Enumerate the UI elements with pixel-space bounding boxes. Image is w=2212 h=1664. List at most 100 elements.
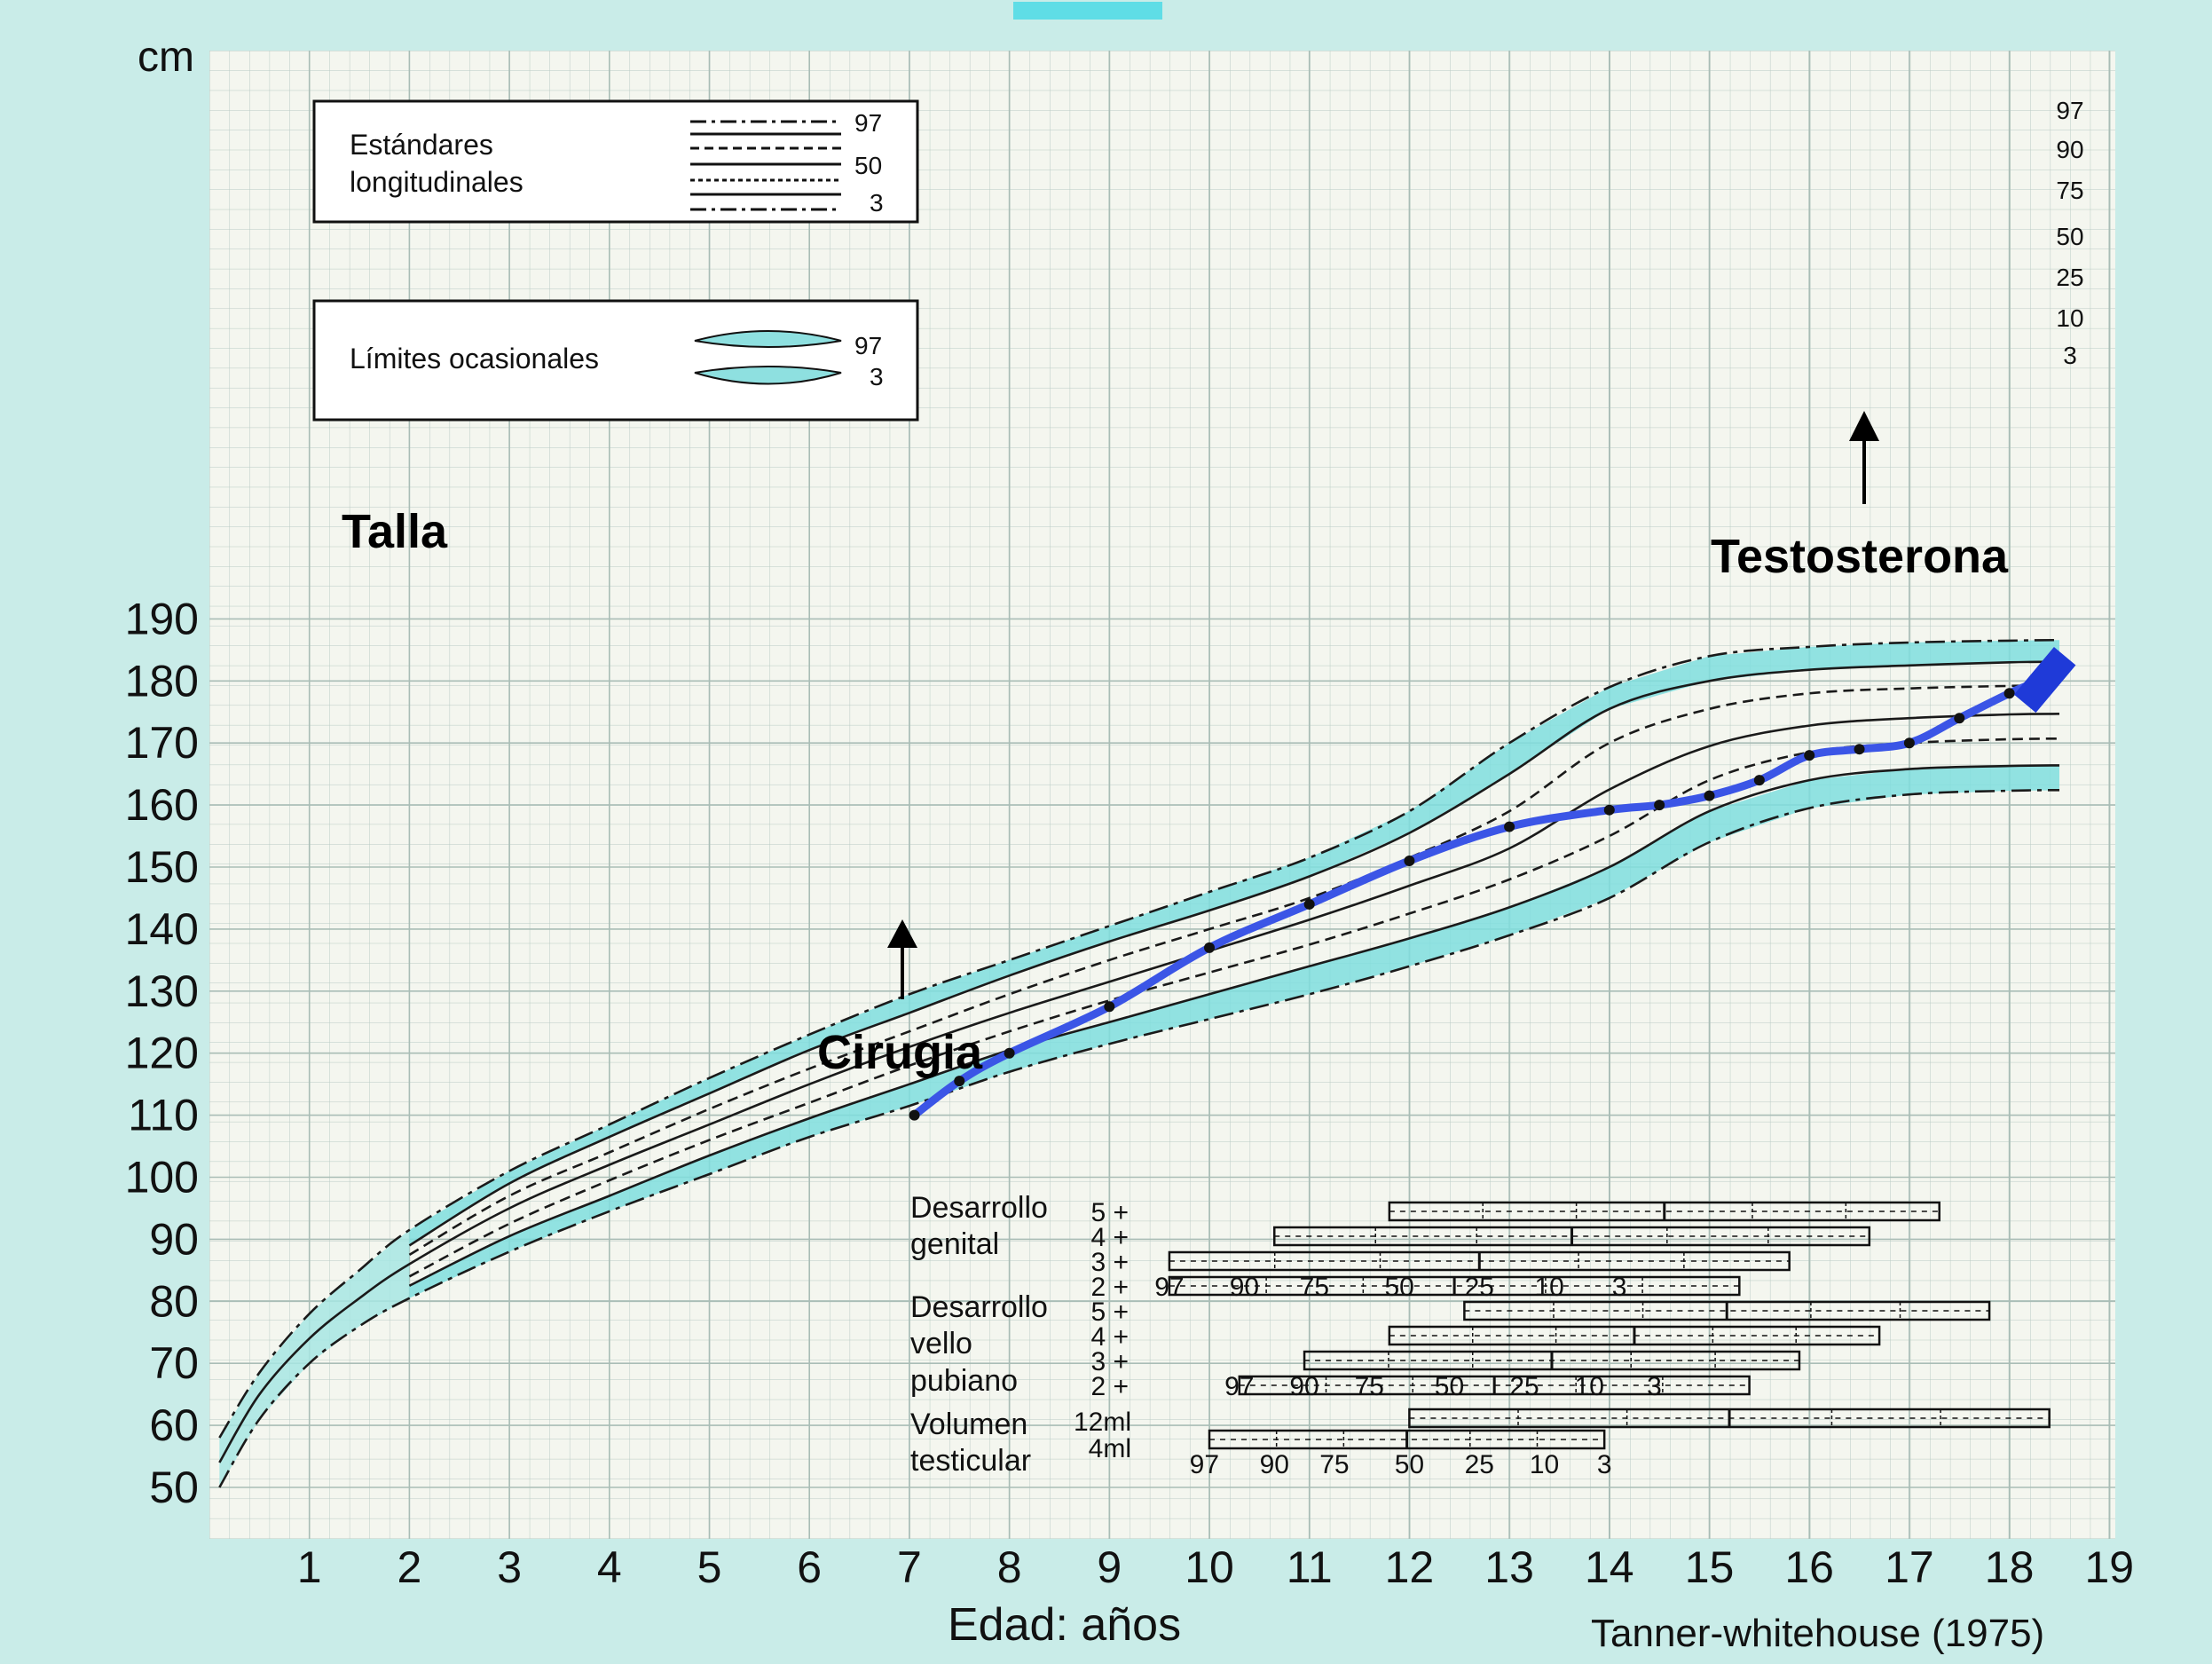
- y-tick-label: 150: [125, 842, 199, 892]
- pubic-stage-label: 3 +: [1090, 1347, 1129, 1376]
- x-tick-label: 10: [1185, 1542, 1234, 1592]
- percentile-label-90: 90: [2056, 136, 2083, 163]
- testicular-percentile-label: 3: [1597, 1450, 1612, 1479]
- development-bars: 5 +4 +3 +2 +97 90 75 50 25 10 35 +4 +3 +2 +97 9…: [1074, 1198, 2051, 1479]
- pubic-percentile-label: 97: [1224, 1372, 1254, 1401]
- percentile-label-3: 3: [2063, 342, 2077, 369]
- genital-label-2: genital: [910, 1227, 999, 1261]
- y-tick-label: 90: [149, 1214, 199, 1264]
- y-tick-label: 50: [149, 1463, 199, 1512]
- testicular-percentile-label: 50: [1395, 1450, 1424, 1479]
- x-tick-label: 15: [1685, 1542, 1735, 1592]
- percentile-curve-50: [218, 713, 2060, 1463]
- x-tick-label: 3: [497, 1542, 522, 1592]
- band-infant-lower: [219, 1264, 410, 1487]
- annotation-cirugia-arrowhead: [887, 919, 917, 948]
- pubic-label-2: vello: [910, 1327, 972, 1360]
- y-tick-label: 70: [149, 1338, 199, 1388]
- patient-point: [1104, 1001, 1115, 1013]
- annotation-testosterona-arrowhead: [1849, 411, 1879, 441]
- percentile-curve-3: [218, 789, 2060, 1488]
- legend-limits-swatch-97: [694, 330, 842, 348]
- patient-point: [2003, 688, 2015, 699]
- percentile-bands: [219, 640, 2059, 1487]
- legend-standards-box: [312, 99, 919, 224]
- y-axis-unit: cm: [138, 34, 194, 81]
- genital-stage-label: 5 +: [1090, 1198, 1129, 1227]
- y-tick-label: 110: [128, 1091, 199, 1140]
- annotation-cirugia: Cirugia: [817, 919, 983, 1079]
- patient-point: [909, 1109, 920, 1121]
- patient-point: [1303, 898, 1315, 910]
- legend-standards-title-2: longitudinales: [350, 166, 523, 198]
- x-tick-label: 2: [397, 1542, 421, 1592]
- testicular-label-2: testicular: [910, 1444, 1031, 1478]
- legend-limits-swatch-3: [694, 366, 842, 385]
- annotation-testosterona-text: Testosterona: [1711, 530, 2009, 583]
- patient-point: [1804, 750, 1815, 761]
- legend-standards-label-50: 50: [854, 152, 882, 179]
- y-axis-ticks: 50 60 70 80 90 100 110 120 130 140 150 160 170 180 190: [125, 594, 199, 1512]
- pubic-percentile-label: 25: [1509, 1372, 1539, 1401]
- x-tick-label: 14: [1585, 1542, 1634, 1592]
- annotation-testosterona: Testosterona: [1711, 411, 2009, 583]
- patient-endpoint-marker: [2013, 646, 2076, 714]
- legend-limits-label-97: 97: [854, 332, 882, 359]
- legend-limits-label-3: 3: [870, 363, 884, 390]
- x-tick-label: 13: [1484, 1542, 1534, 1592]
- patient-point: [1654, 800, 1665, 811]
- y-tick-label: 170: [125, 718, 199, 768]
- x-tick-label: 1: [297, 1542, 322, 1592]
- legend-limits-title: Límites ocasionales: [350, 343, 599, 375]
- patient-point: [1404, 856, 1415, 867]
- genital-label-1: Desarrollo: [910, 1191, 1048, 1225]
- x-tick-label: 12: [1385, 1542, 1435, 1592]
- legend-standards-label-3: 3: [870, 189, 884, 217]
- x-tick-label: 4: [597, 1542, 622, 1592]
- chart-title: Talla: [342, 505, 448, 558]
- genital-stage-label: 2 +: [1090, 1273, 1129, 1302]
- legend-limits: Límites ocasionales 97 3: [312, 299, 919, 422]
- source-caption: Tanner-whitehouse (1975): [1591, 1612, 2044, 1655]
- genital-percentile-label: 75: [1300, 1273, 1329, 1302]
- x-tick-label: 18: [1985, 1542, 2035, 1592]
- y-tick-label: 120: [125, 1029, 199, 1078]
- patient-point: [954, 1076, 965, 1087]
- x-tick-label: 5: [697, 1542, 722, 1592]
- testicular-percentile-label: 97: [1190, 1450, 1219, 1479]
- testicular-percentile-label: 90: [1260, 1450, 1289, 1479]
- x-tick-label: 6: [797, 1542, 822, 1592]
- testicular-stage-label: 12ml: [1074, 1408, 1131, 1437]
- band-infant-upper: [219, 1229, 410, 1463]
- legend-standards: Estándares longitudinales 97 50 3: [312, 99, 919, 224]
- x-tick-label: 9: [1097, 1542, 1122, 1592]
- development-section: Desarrollo genital Desarrollo vello pubi…: [910, 1191, 2051, 1479]
- legend-standards-title-1: Estándares: [350, 129, 493, 161]
- patient-point: [1704, 790, 1715, 801]
- genital-percentile-label: 90: [1230, 1273, 1259, 1302]
- y-tick-label: 60: [149, 1400, 199, 1450]
- patient-point: [1903, 737, 1915, 749]
- y-tick-label: 190: [125, 594, 199, 643]
- pubic-label-3: pubiano: [910, 1364, 1018, 1398]
- pubic-stage-label: 2 +: [1090, 1372, 1129, 1401]
- testicular-percentile-label: 25: [1465, 1450, 1494, 1479]
- patient-point: [1753, 775, 1765, 786]
- percentile-curve-10: [408, 764, 2060, 1287]
- pubic-percentile-label: 90: [1289, 1372, 1319, 1401]
- patient-point: [1854, 744, 1865, 755]
- genital-percentile-label: 3: [1612, 1273, 1627, 1302]
- annotation-cirugia-text: Cirugia: [817, 1026, 983, 1079]
- percentile-curves: [218, 638, 2060, 1488]
- genital-percentile-label: 97: [1154, 1273, 1184, 1302]
- testicular-percentile-label: 75: [1319, 1450, 1349, 1479]
- pubic-label-1: Desarrollo: [910, 1290, 1048, 1324]
- genital-percentile-label: 10: [1534, 1273, 1563, 1302]
- percentile-label-97: 97: [2056, 97, 2083, 124]
- x-tick-label: 19: [2084, 1542, 2134, 1592]
- y-tick-label: 130: [125, 966, 199, 1016]
- x-tick-label: 16: [1784, 1542, 1834, 1592]
- genital-stage-label: 4 +: [1090, 1223, 1129, 1252]
- genital-percentile-label: 25: [1465, 1273, 1494, 1302]
